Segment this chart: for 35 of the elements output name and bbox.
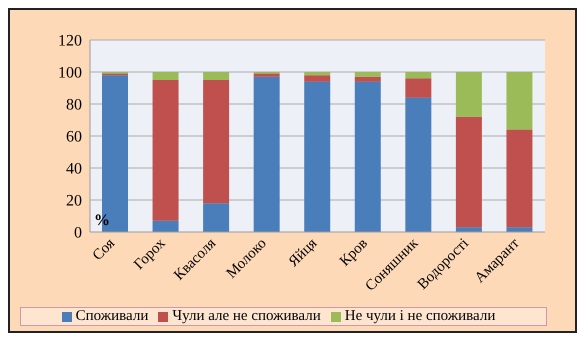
bar	[405, 78, 432, 98]
bar	[152, 80, 179, 221]
legend-label: Чули але не споживали	[172, 308, 321, 324]
legend-label: Не чули і не споживали	[344, 308, 496, 324]
bar	[304, 75, 330, 82]
bar	[354, 82, 381, 232]
bar	[152, 220, 179, 232]
bar	[506, 130, 532, 228]
bar	[254, 74, 280, 77]
bar	[354, 72, 381, 77]
bar	[304, 82, 330, 232]
bar	[203, 203, 230, 232]
bar	[304, 72, 330, 76]
bar	[456, 72, 482, 117]
y-tick-label: 80	[66, 96, 82, 114]
bar	[152, 72, 179, 80]
bar	[506, 72, 532, 130]
bar	[405, 98, 432, 232]
bar	[456, 227, 482, 232]
bar	[506, 227, 532, 232]
bar	[456, 116, 482, 228]
x-tick-label: Соя	[90, 235, 118, 264]
y-tick-label: 40	[66, 160, 82, 178]
bar	[405, 72, 432, 78]
bar	[254, 76, 280, 232]
bar	[354, 76, 381, 82]
y-tick-label: 20	[66, 192, 82, 210]
y-axis-title: %	[94, 212, 110, 230]
bar	[203, 80, 230, 204]
bar	[203, 72, 230, 80]
y-tick-label: 120	[58, 32, 82, 50]
legend-label: Споживали	[76, 308, 148, 324]
y-tick-label: 0	[74, 224, 82, 242]
y-tick-label: 100	[58, 64, 82, 82]
y-tick-label: 60	[66, 128, 82, 146]
